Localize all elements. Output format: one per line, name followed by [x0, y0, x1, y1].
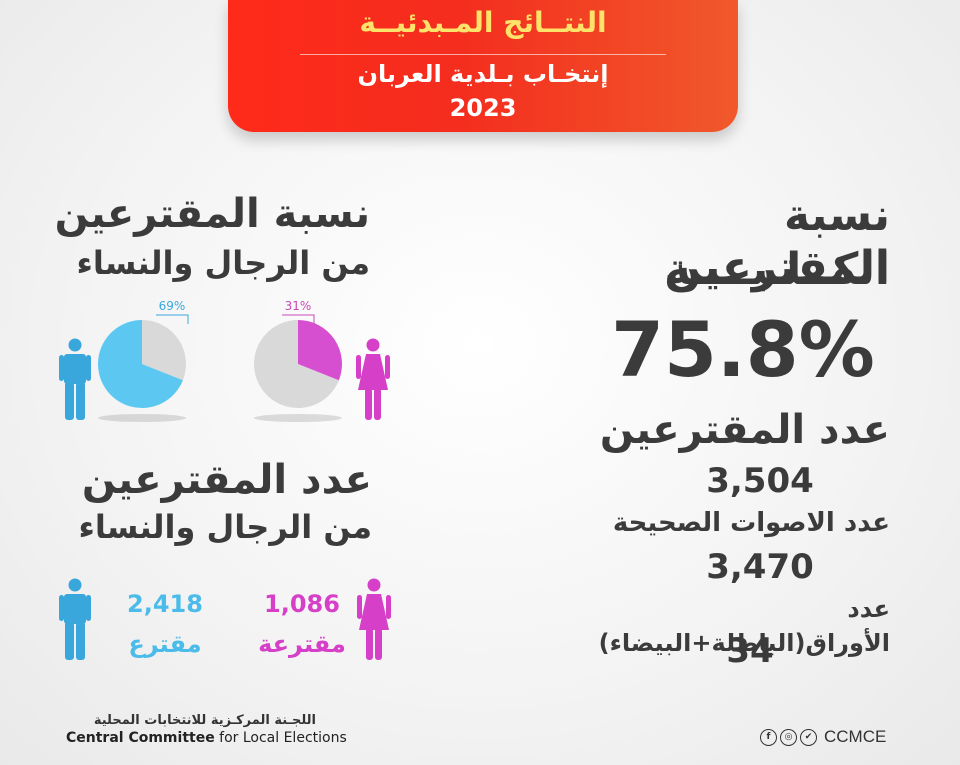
footer-org-english-rest: for Local Elections [214, 730, 347, 746]
voters-value: 3,504 [706, 461, 814, 501]
women-count-label: مقترعة [258, 630, 346, 658]
pie-slice-men [98, 320, 183, 408]
footer-org-english-bold: Central Committee [66, 730, 215, 746]
voters-label: عدد المقترعين [599, 407, 890, 453]
valid-votes-label: عدد الاصوات الصحيحة [612, 508, 890, 538]
header-banner: النتــائج المـبدئيــة إنتخـاب بـلدية الع… [228, 0, 738, 132]
invalid-papers-label: عدد الأوراق(الباطلة+البيضاء) [598, 595, 890, 657]
instagram-icon[interactable]: ◎ [780, 728, 797, 746]
men-count-label: مقترع [128, 630, 202, 658]
count-heading-line2: من الرجال والنساء [78, 508, 373, 546]
header-year: 2023 [449, 94, 517, 122]
count-heading-line1: عدد المقترعين [81, 457, 372, 503]
header-title: النتــائج المـبدئيــة [359, 6, 607, 39]
share-heading-line1: نسبة المقترعين [54, 191, 370, 237]
footer-handle: CCMCE [824, 727, 887, 746]
total-percent: 75.8% [611, 305, 875, 394]
footer-social: f ◎ ✔ CCMCE [760, 727, 886, 747]
pie-label-women: 31% [285, 299, 312, 313]
woman-icon [356, 338, 390, 420]
man-count-icon [59, 578, 91, 660]
twitter-icon[interactable]: ✔ [800, 728, 817, 746]
share-heading-line2: من الرجال والنساء [76, 244, 371, 282]
pie-shadow-men [98, 414, 186, 422]
valid-votes-value: 3,470 [706, 547, 814, 587]
pie-women: 31% [253, 299, 342, 422]
women-count-value: 1,086 [264, 590, 340, 618]
pie-label-men: 69% [159, 299, 186, 313]
pie-remainder-women [253, 320, 339, 408]
footer-org-english: Central Committee for Local Elections [66, 730, 347, 746]
pie-men: 69% [98, 299, 189, 422]
header-divider [300, 54, 666, 55]
pie-shadow-women [254, 414, 342, 422]
total-heading-line2: الكــلـيــــة [664, 244, 890, 295]
men-count-value: 2,418 [127, 590, 203, 618]
facebook-icon[interactable]: f [760, 728, 777, 746]
woman-count-icon [357, 578, 391, 660]
invalid-papers-value: 34 [726, 631, 774, 671]
pie-slice-women [298, 320, 342, 381]
gender-share-chart: 69% 31% [98, 299, 342, 422]
total-heading-line1: نسبة المقترعين [664, 190, 890, 293]
pie-callout-women [282, 314, 315, 324]
pie-callout-men [156, 314, 189, 324]
pie-remainder-men [142, 320, 186, 381]
man-icon [59, 338, 91, 420]
footer-org-arabic: اللجـنة المركـزية للانتخابات المحلية [93, 713, 316, 728]
header-subtitle: إنتخـاب بـلدية العربان [357, 60, 609, 88]
